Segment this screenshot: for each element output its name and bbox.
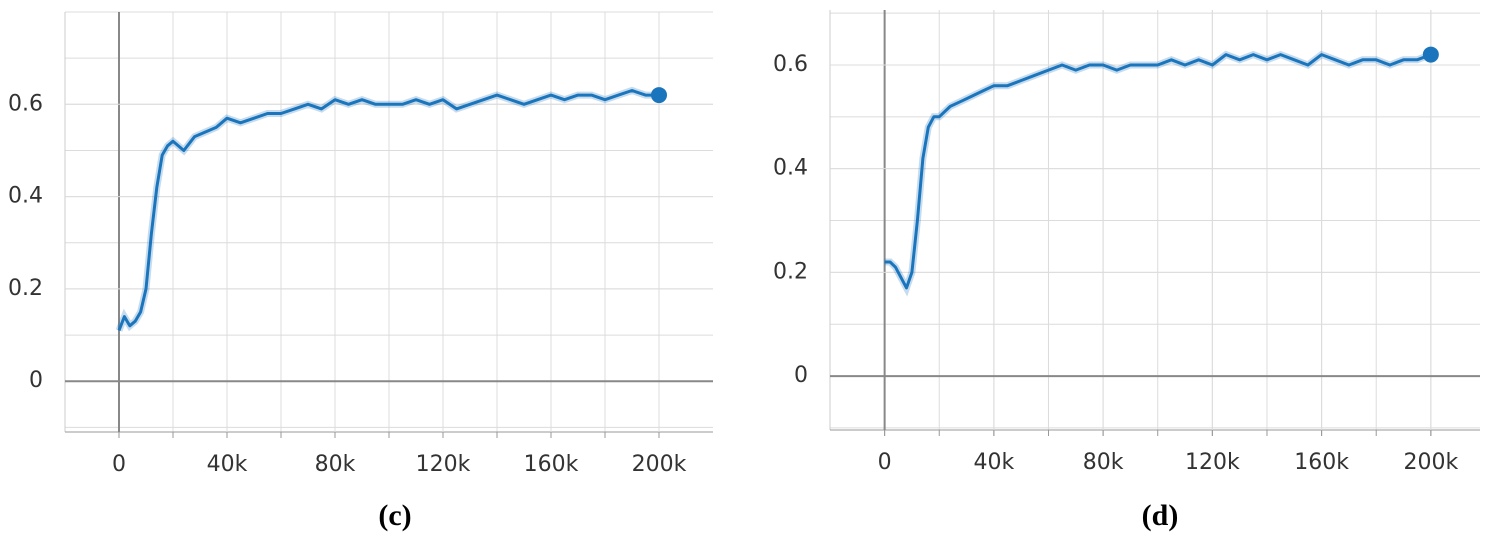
y-tick-label: 0 — [29, 368, 43, 393]
x-tick-label: 40k — [973, 450, 1014, 475]
x-tick-label: 80k — [1083, 450, 1124, 475]
y-tick-label: 0.4 — [773, 156, 808, 181]
y-tick-label: 0.2 — [773, 259, 808, 284]
x-tick-label: 200k — [632, 452, 687, 477]
caption: (c) — [378, 499, 411, 532]
end-point — [651, 87, 667, 104]
x-tick-label: 120k — [1185, 450, 1240, 475]
x-tick-label: 120k — [416, 452, 471, 477]
x-tick-label: 200k — [1403, 450, 1458, 475]
y-tick-label: 0 — [794, 363, 808, 388]
x-tick-label: 40k — [207, 452, 248, 477]
y-tick-label: 0.4 — [8, 184, 43, 209]
y-tick-label: 0.6 — [773, 52, 808, 77]
x-tick-label: 160k — [524, 452, 579, 477]
x-tick-label: 0 — [878, 450, 892, 475]
x-tick-label: 80k — [315, 452, 356, 477]
x-tick-label: 0 — [112, 452, 126, 477]
line — [117, 89, 659, 332]
end-point — [1422, 46, 1439, 63]
line — [884, 53, 1432, 290]
y-tick-label: 0.2 — [8, 276, 43, 301]
caption: (d) — [1142, 499, 1179, 532]
y-tick-label: 0.6 — [8, 91, 43, 116]
x-tick-label: 160k — [1294, 450, 1349, 475]
